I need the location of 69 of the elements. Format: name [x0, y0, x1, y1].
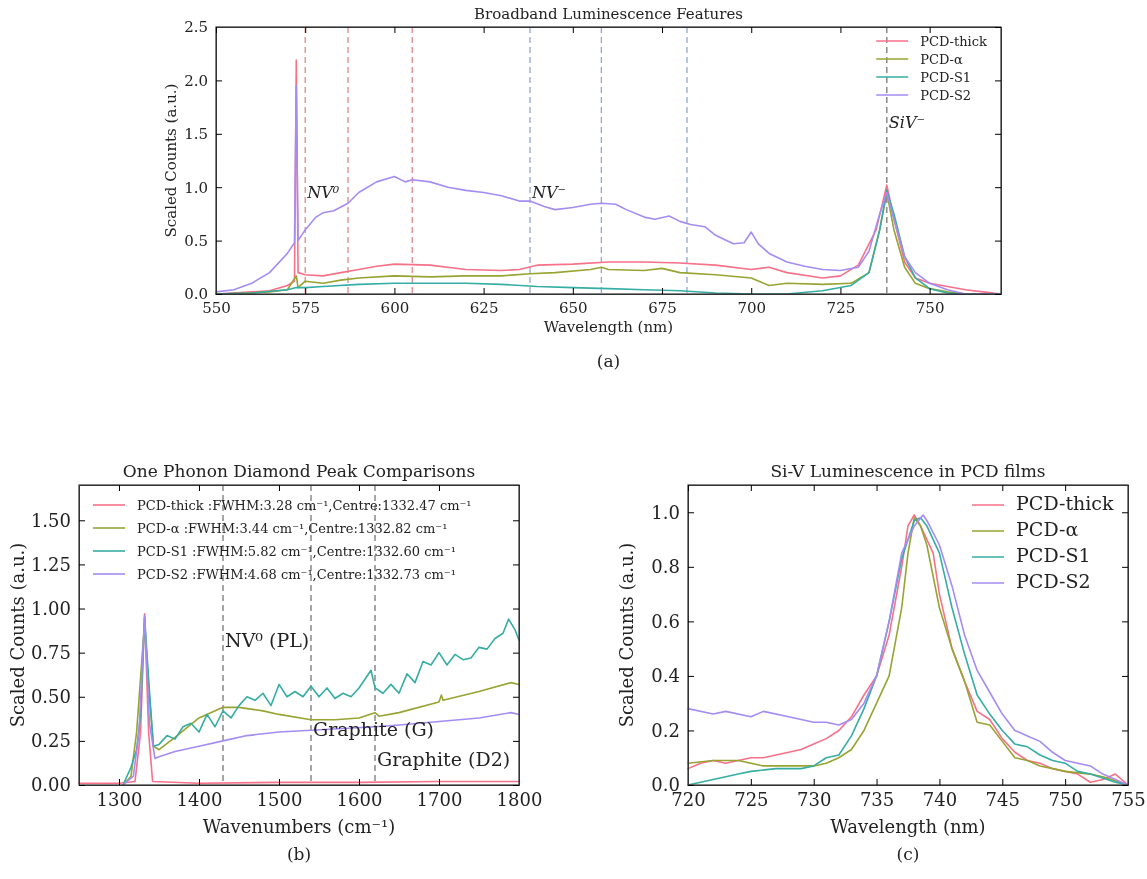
- legend-label: PCD-S1: [920, 70, 972, 85]
- x-axis-title: Wavenumbers (cm⁻¹): [202, 816, 396, 837]
- y-tick-label: 0.4: [651, 665, 680, 687]
- y-axis-title: Scaled Counts (a.u.): [7, 542, 28, 728]
- x-tick-label: 735: [859, 788, 895, 810]
- annotation: Graphite (G): [313, 717, 434, 740]
- x-tick-label: 725: [826, 298, 856, 317]
- text: (b): [286, 844, 312, 864]
- x-tick-label: 750: [1048, 788, 1083, 810]
- text: (a): [596, 351, 621, 371]
- x-tick-label: 755: [1111, 788, 1146, 810]
- annotation: SiV⁻: [888, 113, 925, 133]
- legend-label: PCD-α: [1016, 518, 1079, 540]
- legend-label: PCD-S1: [1016, 544, 1091, 566]
- legend-label: PCD-S1 :FWHM:5.82 cm⁻¹,Centre:1332.60 cm⁻¹: [137, 544, 456, 559]
- x-tick-label: 1500: [256, 788, 303, 810]
- legend-label: PCD-S2: [1016, 570, 1091, 592]
- y-tick-label: 1.0: [184, 178, 208, 197]
- x-tick-label: 745: [985, 788, 1020, 810]
- annotation: Graphite (D2): [377, 747, 511, 770]
- y-tick-label: 0.6: [651, 610, 680, 632]
- y-tick-label: 0.25: [30, 730, 71, 752]
- y-tick-label: 2.0: [184, 71, 208, 90]
- x-tick-label: 1800: [496, 788, 543, 810]
- legend-label: PCD-S2: [920, 88, 972, 103]
- x-tick-label: 625: [469, 298, 499, 317]
- y-tick-label: 2.5: [184, 18, 208, 37]
- x-tick-label: 725: [734, 788, 769, 810]
- y-tick-label: 0.8: [651, 556, 680, 578]
- chart-title: Broadband Luminescence Features: [473, 5, 744, 23]
- y-tick-label: 0.75: [30, 641, 71, 663]
- y-tick-label: 0.50: [30, 686, 71, 708]
- x-tick-label: 750: [915, 298, 945, 317]
- y-tick-label: 1.25: [30, 553, 71, 575]
- annotation: NV⁰: [306, 182, 340, 202]
- y-tick-label: 0.5: [184, 231, 208, 250]
- y-tick-label: 0.00: [30, 774, 71, 796]
- text: (c): [896, 844, 920, 864]
- x-tick-label: 740: [922, 788, 958, 810]
- x-tick-label: 1700: [416, 788, 463, 810]
- legend-label: PCD-thick :FWHM:3.28 cm⁻¹,Centre:1332.47 cm⁻¹: [137, 498, 472, 513]
- y-tick-label: 1.50: [30, 509, 71, 531]
- x-tick-label: 1600: [336, 788, 383, 810]
- x-tick-label: 1400: [176, 788, 223, 810]
- x-axis-title: Wavelength (nm): [543, 318, 674, 336]
- y-tick-label: 1.5: [184, 125, 208, 144]
- y-tick-label: 0.2: [651, 719, 680, 741]
- legend-label: PCD-α: [920, 52, 963, 67]
- chart-title: Si-V Luminescence in PCD films: [770, 461, 1046, 481]
- legend-label: PCD-thick: [1016, 492, 1114, 514]
- y-tick-label: 1.00: [30, 597, 71, 619]
- annotation: NV⁻: [531, 182, 566, 202]
- legend-label: PCD-α :FWHM:3.44 cm⁻¹,Centre:1332.82 cm⁻¹: [137, 521, 448, 536]
- chart-title: One Phonon Diamond Peak Comparisons: [122, 461, 476, 481]
- x-tick-label: 575: [291, 298, 321, 317]
- y-tick-label: 1.0: [651, 501, 680, 523]
- legend-label: PCD-thick: [920, 34, 987, 49]
- x-tick-label: 650: [559, 298, 588, 317]
- x-axis-title: Wavelength (nm): [830, 816, 986, 837]
- x-tick-label: 700: [737, 298, 767, 317]
- y-axis-title: Scaled Counts (a.u.): [162, 83, 180, 238]
- x-tick-label: 550: [202, 298, 231, 317]
- annotation: NV⁰ (PL): [225, 629, 310, 652]
- x-tick-label: 730: [797, 788, 832, 810]
- y-axis-title: Scaled Counts (a.u.): [616, 542, 637, 728]
- x-tick-label: 1300: [96, 788, 143, 810]
- x-tick-label: 600: [380, 298, 410, 317]
- x-tick-label: 675: [648, 298, 677, 317]
- legend-label: PCD-S2 :FWHM:4.68 cm⁻¹,Centre:1332.73 cm⁻¹: [137, 567, 456, 582]
